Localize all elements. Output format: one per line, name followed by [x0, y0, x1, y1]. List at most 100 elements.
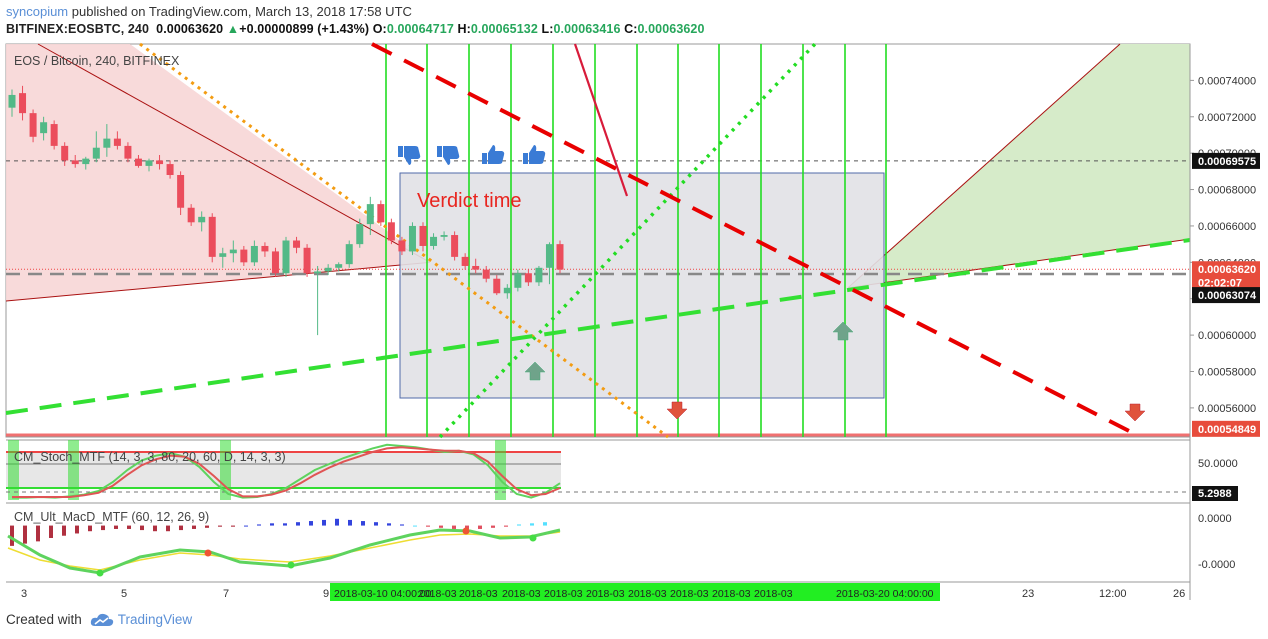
- thumb-cuff: [437, 146, 442, 157]
- candle-body: [482, 269, 490, 279]
- macd-hist-bar: [127, 525, 131, 529]
- candle-body: [366, 204, 374, 225]
- thumbs-up-icon: [523, 145, 546, 164]
- candles-group: [8, 85, 564, 336]
- macd-hist-bar: [166, 525, 170, 532]
- price-tag-label: 0.00063620: [1198, 264, 1256, 276]
- macd-hist-bar: [244, 525, 248, 527]
- price-tag-box: [1192, 152, 1260, 169]
- macd-hist-bar: [296, 522, 300, 526]
- y-tick-label: 0.00068000: [1198, 185, 1256, 197]
- symbol-label: BITFINEX:EOSBTC, 240: [6, 22, 149, 36]
- macd-y-tick-label: -0.0000: [1198, 559, 1235, 571]
- date-range-label: 2018-03: [628, 588, 667, 600]
- candle-body: [524, 273, 532, 283]
- last-price: 0.00063620: [156, 22, 224, 36]
- date-range-label: 2018-03: [712, 588, 751, 600]
- x-tick-label: 3: [21, 588, 27, 600]
- stoch-band: [6, 452, 561, 488]
- price-tag-box: [1192, 420, 1260, 437]
- price-tag-label: 0.00054849: [1198, 424, 1256, 436]
- macd-hist-bar: [140, 525, 144, 531]
- candle-body: [198, 216, 206, 223]
- y-tick-label: 0.00072000: [1198, 112, 1256, 124]
- macd-hist-bar: [400, 524, 404, 526]
- macd-cross-dot: [462, 527, 470, 535]
- candle-body: [145, 160, 153, 166]
- stoch-highlight: [68, 440, 79, 500]
- candle-body: [61, 145, 69, 161]
- x-tick-label: 5: [121, 588, 127, 600]
- macd-hist-bar: [348, 519, 352, 526]
- thumb-hand: [404, 146, 421, 165]
- date-range-label: 2018-03: [418, 588, 457, 600]
- candle-body: [345, 244, 353, 265]
- candle-body: [314, 271, 322, 274]
- price-tag-label: 0.00063074: [1198, 290, 1257, 302]
- macd-hist-bar: [153, 525, 157, 532]
- macd-hist-bar: [23, 525, 27, 544]
- verdict-label: Verdict time: [417, 190, 521, 212]
- macd-hist-bar: [114, 525, 118, 529]
- thumb-cuff: [523, 153, 528, 164]
- x-tick-label: 23: [1022, 588, 1034, 600]
- macd-cross-dot: [96, 569, 104, 577]
- candle-body: [556, 244, 564, 270]
- red-solid-line: [573, 43, 629, 197]
- macd-hist-bar: [504, 525, 508, 527]
- thumb-hand: [443, 146, 460, 165]
- candle-body: [377, 204, 385, 223]
- date-range-label: 2018-03: [586, 588, 625, 600]
- candle-body: [124, 145, 132, 159]
- candle-body: [71, 160, 79, 165]
- macd-hist-bar: [491, 525, 495, 528]
- stoch-y-tick-label: 50.0000: [1198, 458, 1238, 470]
- candle-body: [8, 94, 16, 108]
- stoch-highlight: [8, 440, 19, 500]
- price-tag-box: [1192, 261, 1260, 278]
- candle-body: [177, 175, 185, 208]
- macd-hist-bar: [49, 525, 53, 538]
- date-range-label: 2018-03: [754, 588, 793, 600]
- date-range-label: 2018-03-10 04:00:00: [334, 588, 432, 600]
- macd-hist-bar: [374, 522, 378, 526]
- macd-hist-bar: [36, 525, 40, 542]
- candle-body: [419, 225, 427, 246]
- candle-body: [461, 256, 469, 266]
- macd-hist-bar: [88, 525, 92, 532]
- green-dashed-trend: [5, 238, 1191, 415]
- macd-hist-bar: [543, 522, 547, 526]
- macd-hist-bar: [465, 525, 469, 529]
- stoch-legend: CM_Stoch_MTF (14, 3, 3, 80, 20, 60, D, 1…: [14, 450, 286, 464]
- macd-hist-bar: [101, 525, 105, 531]
- y-tick-label: 0.00066000: [1198, 221, 1256, 233]
- stoch-highlight: [495, 440, 506, 500]
- candle-body: [324, 267, 332, 272]
- price-tag-box: [1192, 274, 1260, 291]
- x-tick-label: 12:00: [1099, 588, 1127, 600]
- thumbs-up-icon: [482, 145, 505, 164]
- author-link[interactable]: syncopium: [6, 4, 69, 19]
- candle-body: [430, 236, 438, 246]
- down-arrow-icon: [1124, 403, 1146, 422]
- candle-body: [282, 240, 290, 274]
- pink-zone: [6, 44, 430, 301]
- y-tick-label: 0.00058000: [1198, 367, 1256, 379]
- change-value: +0.00000899 (+1.43%): [239, 22, 370, 36]
- ohlc-line: BITFINEX:EOSBTC, 240 0.00063620 ▲+0.0000…: [6, 22, 705, 36]
- candle-body: [398, 240, 406, 252]
- candle-body: [208, 216, 216, 257]
- candle-body: [535, 267, 543, 283]
- price-tag-label: 0.00069575: [1198, 156, 1256, 168]
- candle-body: [545, 244, 553, 268]
- macd-hist-bar: [270, 523, 274, 526]
- date-range-label: 2018-03: [502, 588, 541, 600]
- x-tick-label: 26: [1173, 588, 1185, 600]
- candle-body: [229, 249, 237, 254]
- thumb-hand: [529, 145, 546, 164]
- up-arrow-icon: [832, 321, 854, 341]
- x-tick-label: 9: [323, 588, 329, 600]
- candle-body: [261, 245, 269, 252]
- tradingview-link[interactable]: TradingView: [90, 612, 192, 627]
